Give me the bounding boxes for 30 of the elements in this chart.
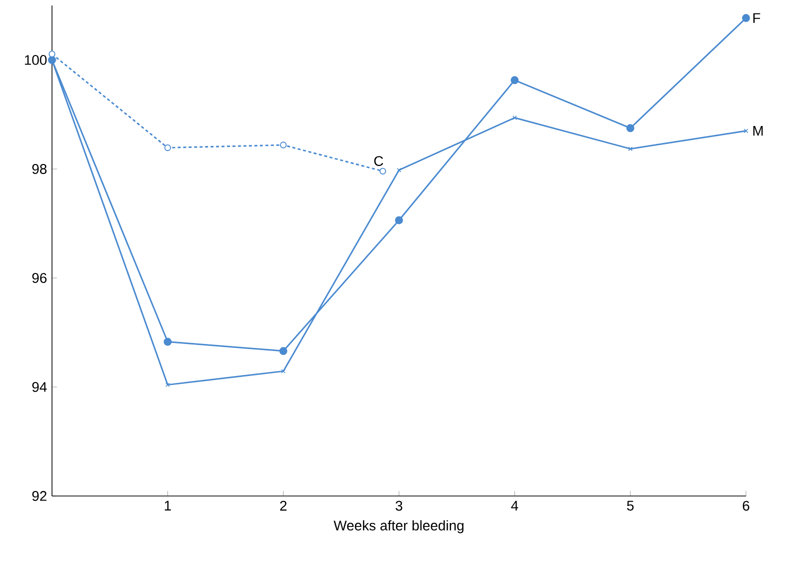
point [626,124,634,132]
point [280,142,287,148]
point [396,168,402,172]
series-label: C [374,156,384,166]
y-tick-label: 100 [24,55,47,65]
y-tick-label: 96 [32,273,47,283]
point [510,76,519,84]
point [628,146,633,152]
point [281,368,286,374]
series-label: M [753,126,763,136]
y-tick-label: 94 [32,382,47,392]
x-tick-label: 6 [742,500,750,511]
point [164,144,172,152]
point [379,168,386,175]
y-tick-label: 92 [32,491,46,501]
series-label: F [753,13,760,23]
point [165,382,170,388]
y-tick-label: 98 [32,164,47,174]
x-axis-title: Weeks after bleeding [334,520,464,534]
x-tick-label: 5 [627,500,634,511]
point [395,216,403,224]
point [48,50,56,58]
x-tick-label: 2 [280,500,287,511]
point [742,14,750,22]
point [279,347,288,356]
x-tick-label: 4 [511,500,518,510]
point [164,338,172,346]
point [512,116,517,120]
x-tick-label: 3 [396,500,402,511]
x-tick-label: 1 [164,500,171,510]
